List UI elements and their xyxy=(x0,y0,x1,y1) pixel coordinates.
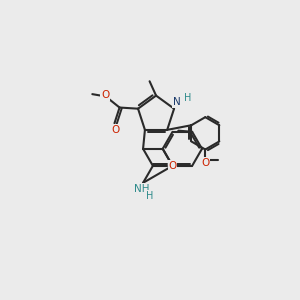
Text: H: H xyxy=(146,190,153,200)
Text: H: H xyxy=(184,93,192,103)
Text: O: O xyxy=(112,125,120,135)
Text: NH: NH xyxy=(134,184,150,194)
Text: O: O xyxy=(168,161,177,171)
Text: N: N xyxy=(173,97,181,107)
Text: O: O xyxy=(101,90,110,100)
Text: O: O xyxy=(201,158,209,168)
